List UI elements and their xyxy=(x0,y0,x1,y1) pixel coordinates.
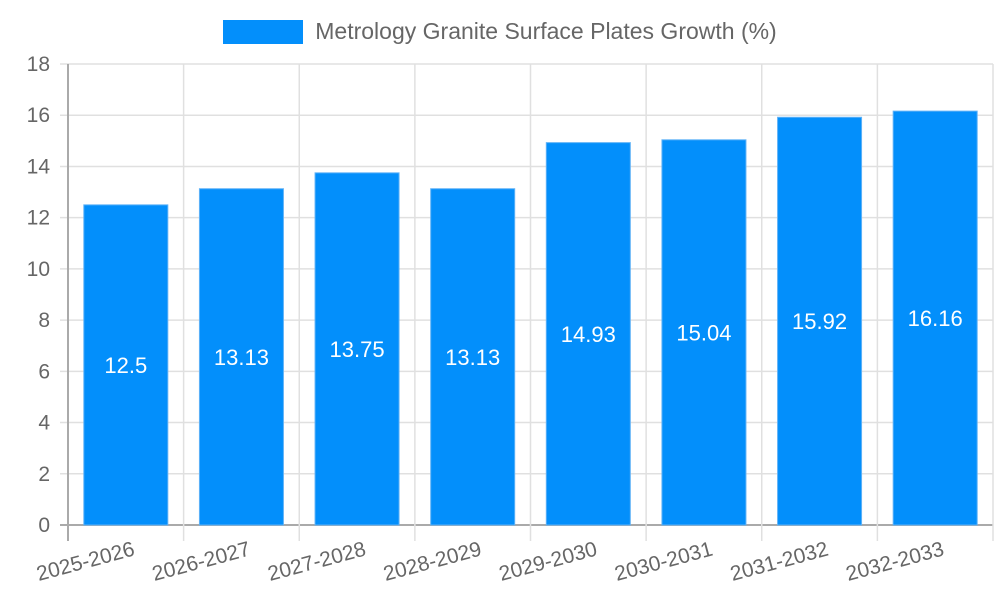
bar[interactable] xyxy=(83,204,169,526)
y-tick-label: 0 xyxy=(38,514,50,537)
x-tick-label: 2032-2033 xyxy=(844,538,947,586)
x-tick-label: 2030-2031 xyxy=(612,538,715,586)
x-tick-label: 2028-2029 xyxy=(381,538,484,586)
bar[interactable] xyxy=(545,142,631,526)
bar-value-label: 16.16 xyxy=(908,306,963,331)
bar-value-label: 12.5 xyxy=(104,353,147,378)
y-tick-label: 4 xyxy=(38,412,50,435)
bar-value-label: 13.13 xyxy=(445,345,500,370)
bar-value-label: 15.92 xyxy=(792,309,847,334)
bar-value-label: 15.04 xyxy=(676,320,731,345)
bar[interactable] xyxy=(777,116,863,526)
bar[interactable] xyxy=(892,110,978,526)
x-tick-label: 2027-2028 xyxy=(265,538,368,586)
bar[interactable] xyxy=(430,188,516,526)
y-tick-label: 6 xyxy=(38,360,50,383)
chart-legend[interactable]: Metrology Granite Surface Plates Growth … xyxy=(0,18,1000,45)
y-tick-label: 12 xyxy=(27,207,50,230)
x-tick-label: 2026-2027 xyxy=(150,538,253,586)
y-tick-label: 2 xyxy=(38,463,50,486)
bar[interactable] xyxy=(314,172,400,526)
bar[interactable] xyxy=(661,139,747,526)
x-tick-label: 2025-2026 xyxy=(34,538,137,586)
bar-value-label: 13.13 xyxy=(214,345,269,370)
x-tick-label: 2031-2032 xyxy=(728,538,831,586)
bar[interactable] xyxy=(198,188,284,526)
bar-value-label: 13.75 xyxy=(330,337,385,362)
legend-label: Metrology Granite Surface Plates Growth … xyxy=(315,18,777,44)
legend-swatch xyxy=(223,19,304,44)
bar-value-label: 14.93 xyxy=(561,322,616,347)
y-tick-label: 8 xyxy=(38,309,50,332)
y-tick-label: 10 xyxy=(27,258,50,281)
y-tick-label: 18 xyxy=(27,53,50,76)
y-tick-label: 16 xyxy=(27,104,50,127)
y-tick-label: 14 xyxy=(27,155,51,178)
x-tick-label: 2029-2030 xyxy=(497,538,600,586)
